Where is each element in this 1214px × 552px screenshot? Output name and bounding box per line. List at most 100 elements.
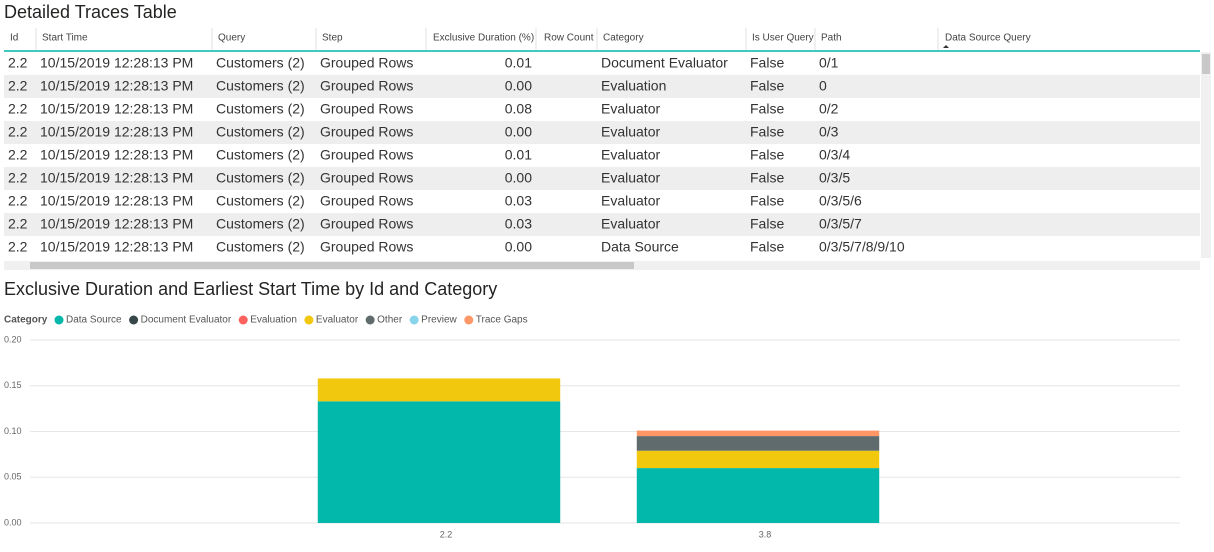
table-cell: 10/15/2019 12:28:13 PM xyxy=(40,170,193,186)
table-cell: False xyxy=(750,147,784,163)
legend-marker[interactable] xyxy=(304,315,314,325)
table-cell: 0/3/4 xyxy=(819,147,850,163)
legend-label[interactable]: Trace Gaps xyxy=(476,315,528,326)
table-cell: 2.2 xyxy=(8,78,28,94)
column-header[interactable]: Exclusive Duration (%) xyxy=(433,33,534,44)
table-cell: Evaluation xyxy=(601,78,666,94)
x-tick-label: 2.2 xyxy=(440,529,453,539)
legend-label[interactable]: Preview xyxy=(421,315,457,326)
table-cell: Customers (2) xyxy=(216,78,305,94)
x-tick-label: 3.8 xyxy=(759,529,772,539)
bar-segment[interactable] xyxy=(636,468,880,523)
v-scroll-thumb[interactable] xyxy=(1202,54,1210,74)
table-cell: Grouped Rows xyxy=(320,101,413,117)
table-cell: Customers (2) xyxy=(216,193,305,209)
table-cell: 0.03 xyxy=(505,193,532,209)
bar-segment[interactable] xyxy=(636,450,880,469)
table-cell: Grouped Rows xyxy=(320,55,413,71)
bar-segment[interactable] xyxy=(636,430,880,437)
column-header[interactable]: Category xyxy=(603,33,644,44)
column-header[interactable]: Data Source Query xyxy=(945,33,1031,44)
column-header[interactable]: Step xyxy=(322,33,343,44)
legend-label[interactable]: Evaluation xyxy=(250,315,297,326)
legend-label[interactable]: Other xyxy=(377,315,403,326)
table-cell: Customers (2) xyxy=(216,124,305,140)
legend-marker[interactable] xyxy=(129,315,139,325)
table-row xyxy=(4,236,1200,259)
table-cell: 0/2 xyxy=(819,101,839,117)
table-cell: 2.2 xyxy=(8,193,28,209)
column-header[interactable]: Start Time xyxy=(42,33,88,44)
table-cell: 0.00 xyxy=(505,78,532,94)
table-cell: 0/1 xyxy=(819,55,839,71)
table-cell: 0.01 xyxy=(505,147,532,163)
table-cell: Customers (2) xyxy=(216,170,305,186)
table-cell: False xyxy=(750,170,784,186)
table-cell: 10/15/2019 12:28:13 PM xyxy=(40,216,193,232)
table-cell: 2.2 xyxy=(8,216,28,232)
bar-segment[interactable] xyxy=(317,401,561,523)
table-cell: False xyxy=(750,124,784,140)
table-cell: 2.2 xyxy=(8,147,28,163)
legend-marker[interactable] xyxy=(464,315,474,325)
table-cell: 10/15/2019 12:28:13 PM xyxy=(40,239,193,255)
legend-marker[interactable] xyxy=(365,315,375,325)
bar-segment[interactable] xyxy=(317,378,561,402)
table-cell: Grouped Rows xyxy=(320,170,413,186)
table-cell: False xyxy=(750,216,784,232)
legend-label[interactable]: Data Source xyxy=(66,315,122,326)
table-cell: Evaluator xyxy=(601,170,660,186)
table-row xyxy=(4,167,1200,190)
table-cell: 2.2 xyxy=(8,170,28,186)
legend-title: Category xyxy=(4,315,48,326)
v-scrollbar[interactable] xyxy=(1201,52,1211,258)
legend-label[interactable]: Evaluator xyxy=(316,315,359,326)
table-cell: Evaluator xyxy=(601,216,660,232)
table-row xyxy=(4,52,1200,75)
table-title: Detailed Traces Table xyxy=(4,2,177,22)
table-cell: 0.00 xyxy=(505,170,532,186)
table-cell: Grouped Rows xyxy=(320,193,413,209)
table-cell: Grouped Rows xyxy=(320,216,413,232)
table-cell: 0 xyxy=(819,78,827,94)
column-header[interactable]: Row Count xyxy=(544,33,594,44)
table-cell: Document Evaluator xyxy=(601,55,728,71)
table-cell: False xyxy=(750,239,784,255)
legend-marker[interactable] xyxy=(238,315,248,325)
table-cell: False xyxy=(750,193,784,209)
table-cell: Evaluator xyxy=(601,124,660,140)
table-cell: 10/15/2019 12:28:13 PM xyxy=(40,193,193,209)
table-cell: 0/3/5/7/8/9/10 xyxy=(819,239,905,255)
legend-marker[interactable] xyxy=(54,315,64,325)
column-header[interactable]: Query xyxy=(218,33,245,44)
table-cell: Evaluator xyxy=(601,147,660,163)
y-tick-label: 0.05 xyxy=(4,472,22,482)
table-cell: Customers (2) xyxy=(216,239,305,255)
column-header[interactable]: Id xyxy=(10,33,18,44)
legend-marker[interactable] xyxy=(409,315,419,325)
legend-label[interactable]: Document Evaluator xyxy=(141,315,232,326)
table-row xyxy=(4,190,1200,213)
table-cell: 0.03 xyxy=(505,216,532,232)
table-cell: 0.00 xyxy=(505,239,532,255)
column-header[interactable]: Is User Query xyxy=(752,33,814,44)
table-cell: 0/3/5/7 xyxy=(819,216,862,232)
chart-title: Exclusive Duration and Earliest Start Ti… xyxy=(4,279,497,299)
table-cell: 10/15/2019 12:28:13 PM xyxy=(40,78,193,94)
bar-segment[interactable] xyxy=(636,436,880,451)
table-cell: Customers (2) xyxy=(216,216,305,232)
table-cell: Grouped Rows xyxy=(320,147,413,163)
y-tick-label: 0.20 xyxy=(4,334,22,344)
table-cell: Grouped Rows xyxy=(320,124,413,140)
y-tick-label: 0.15 xyxy=(4,380,22,390)
table-cell: Customers (2) xyxy=(216,55,305,71)
column-header[interactable]: Path xyxy=(821,33,842,44)
y-tick-label: 0.00 xyxy=(4,517,22,527)
table-cell: 10/15/2019 12:28:13 PM xyxy=(40,55,193,71)
h-scroll-thumb[interactable] xyxy=(30,262,634,269)
table-cell: 0/3/5 xyxy=(819,170,850,186)
table-cell: Customers (2) xyxy=(216,101,305,117)
table-row xyxy=(4,98,1200,121)
table-cell: False xyxy=(750,55,784,71)
